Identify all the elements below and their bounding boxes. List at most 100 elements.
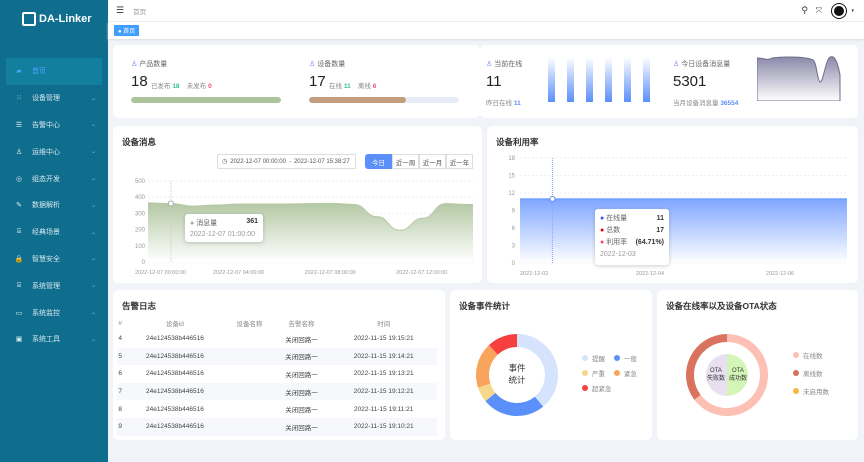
clock-icon: ◷ bbox=[222, 159, 228, 165]
table-row[interactable]: 8 24e124538b446516 关闭回路一 2022-11-15 19:11:2… bbox=[117, 400, 437, 418]
table-cell: 2022-11-15 19:11:21 bbox=[354, 405, 414, 413]
x-tick-label: 2022-12-06 bbox=[766, 271, 794, 277]
chevron-down-icon: ⌄ bbox=[90, 229, 96, 236]
table-cell: 关闭回路一 bbox=[285, 371, 318, 379]
avatar[interactable] bbox=[832, 4, 846, 18]
table-cell: 6 bbox=[118, 370, 123, 378]
usage-tooltip: ● 在线量 11 ● 总数 17 ● 利用率 (64.71%) 2022-12-03 bbox=[595, 209, 669, 265]
ops-icon: ♙ bbox=[15, 148, 23, 156]
chevron-down-icon: ⌄ bbox=[90, 310, 96, 317]
legend-item[interactable]: 超紧急 bbox=[582, 383, 612, 393]
menu-toggle-icon[interactable]: ☰ bbox=[116, 5, 125, 15]
sidebar-item-4[interactable]: ◎ 组态开发 ⌄ bbox=[0, 165, 108, 192]
range-button[interactable]: 近一周 bbox=[392, 154, 419, 169]
pie-slice bbox=[706, 354, 727, 396]
legend-item[interactable]: 提醒 bbox=[582, 353, 605, 363]
table-cell: 关闭回路一 bbox=[272, 417, 331, 436]
sidebar-item-1[interactable]: ⁙ 设备管理 ⌄ bbox=[0, 85, 108, 112]
user-icon: ♙ bbox=[673, 61, 680, 68]
sidebar-item-7[interactable]: 🔒 智慧安全 ⌄ bbox=[0, 246, 108, 273]
user-icon: ♙ bbox=[486, 61, 493, 68]
tags-bar: ● 首页 bbox=[108, 22, 864, 39]
table-cell: 关闭回路一 bbox=[272, 382, 331, 401]
pie-slice bbox=[488, 334, 517, 355]
sidebar-item-5[interactable]: ✎ 数据解析 ⌄ bbox=[0, 192, 108, 219]
range-button[interactable]: 近一年 bbox=[446, 154, 473, 169]
alarm-table[interactable]: # 设备id 设备名称 告警名称 时间 4 24e124538b446516 关闭回路一 202… bbox=[117, 316, 437, 438]
x-tick-label: 2022-12-07 08:00:00 bbox=[305, 270, 356, 276]
y-tick-label: 6 bbox=[512, 226, 516, 232]
table-cell: 关闭回路一 bbox=[285, 336, 318, 344]
chevron-down-icon[interactable]: ▾ bbox=[851, 8, 854, 14]
chevron-down-icon: ⌄ bbox=[90, 283, 96, 290]
chevron-down-icon: ⌄ bbox=[90, 95, 96, 102]
product-count-label: ♙ 产品数量 bbox=[131, 61, 168, 68]
table-cell bbox=[226, 347, 273, 366]
table-cell: 2022-11-15 19:15:21 bbox=[353, 335, 414, 343]
table-cell: 2022-11-15 19:12:21 bbox=[330, 382, 437, 401]
range-button[interactable]: 今日 bbox=[365, 154, 392, 169]
product-progress bbox=[131, 97, 281, 103]
legend-item[interactable]: 一般 bbox=[614, 353, 637, 363]
table-row[interactable]: 7 24e124538b446516 关闭回路一 2022-11-15 19:12:2… bbox=[117, 382, 437, 401]
y-tick-label: 400 bbox=[135, 195, 146, 201]
fullscreen-icon[interactable]: ⤧ bbox=[815, 5, 822, 15]
sidebar-item-9[interactable]: ▭ 系统监控 ⌄ bbox=[0, 299, 108, 326]
table-cell bbox=[226, 400, 272, 418]
range-button[interactable]: 近一月 bbox=[419, 154, 446, 169]
sidebar-item-2[interactable]: ☰ 告警中心 ⌄ bbox=[0, 112, 108, 139]
messages-sparkline bbox=[757, 56, 841, 101]
device-online-offline: 在线 11 离线 6 bbox=[329, 83, 377, 90]
config-icon: ◎ bbox=[15, 175, 23, 183]
data-point bbox=[549, 195, 556, 202]
table-row[interactable]: 4 24e124538b446516 关闭回路一 2022-11-15 19:15:2… bbox=[117, 330, 437, 348]
ota-label: 失败数 bbox=[707, 374, 725, 382]
series-line bbox=[147, 202, 473, 231]
device-count: 17 bbox=[309, 73, 326, 90]
table-cell bbox=[226, 417, 273, 436]
sidebar-item-0[interactable]: ▰ 首页 bbox=[6, 58, 102, 85]
sidebar-item-10[interactable]: ▣ 系统工具 ⌄ bbox=[0, 326, 108, 353]
user-icon: ♙ bbox=[309, 61, 316, 68]
table-row[interactable]: 5 24e124538b446516 关闭回路一 2022-11-15 19:14:2… bbox=[117, 347, 437, 366]
device-icon: ⁙ bbox=[16, 95, 22, 103]
sidebar-item-8[interactable]: ⌸ 系统管理 ⌄ bbox=[0, 272, 108, 299]
table-cell: 24e124538b446516 bbox=[123, 417, 227, 436]
breadcrumb[interactable]: 首页 bbox=[133, 8, 147, 16]
legend-item[interactable]: 离线数 bbox=[793, 368, 823, 378]
legend-marker bbox=[614, 355, 620, 361]
legend-item[interactable]: 紧急 bbox=[614, 368, 637, 378]
sidebar-item-label: 告警中心 bbox=[32, 121, 60, 129]
y-tick-label: 0 bbox=[512, 261, 516, 267]
legend-item[interactable]: 未启用数 bbox=[793, 386, 829, 396]
sidebar-item-label: 运维中心 bbox=[32, 148, 60, 156]
logo: DA-Linker bbox=[22, 12, 92, 26]
ota-stats-card: 设备在线率以及设备OTA状态 OTA 失败数 OTA 成功数 在线数 离线数 未启用数 bbox=[657, 290, 858, 440]
table-cell bbox=[226, 382, 273, 401]
pie-slice bbox=[478, 383, 496, 402]
product-count: 18 bbox=[131, 73, 148, 90]
sidebar-item-6[interactable]: ⌸ 经典场景 ⌄ bbox=[0, 219, 108, 246]
tab-home[interactable]: ● 首页 bbox=[114, 25, 140, 36]
device-message-card: 设备消息 ◷ 2022-12-07 00:00:00-2022-12-07 15:… bbox=[113, 126, 482, 283]
product-published: 已发布 18 未发布 0 bbox=[151, 83, 212, 90]
x-tick-label: 2022-12-02 bbox=[520, 271, 548, 277]
online-bar bbox=[548, 57, 555, 102]
search-icon[interactable]: ⚲ bbox=[801, 5, 808, 15]
current-online: 11 bbox=[486, 73, 502, 90]
edit-icon: ✎ bbox=[16, 202, 22, 210]
table-row[interactable]: 6 24e124538b446516 关闭回路一 2022-11-15 19:13:2… bbox=[117, 365, 437, 383]
event-donut-chart: 事件统计 bbox=[476, 334, 558, 416]
legend-item[interactable]: 严重 bbox=[582, 368, 605, 378]
messages-today-label: ♙ 今日设备消息量 bbox=[673, 61, 731, 68]
sidebar-item-label: 组态开发 bbox=[32, 175, 60, 183]
sidebar-item-3[interactable]: ♙ 运维中心 ⌄ bbox=[0, 138, 108, 165]
date-range-picker[interactable]: ◷ 2022-12-07 00:00:00-2022-12-07 15:38:27 bbox=[217, 154, 356, 169]
table-row[interactable]: 9 24e124538b446516 关闭回路一 2022-11-15 19:10:2… bbox=[117, 417, 437, 436]
legend-item[interactable]: 在线数 bbox=[793, 350, 823, 360]
chevron-down-icon: ⌄ bbox=[90, 176, 96, 183]
scene-icon: ⌸ bbox=[16, 228, 22, 236]
sidebar-item-label: 首页 bbox=[32, 68, 46, 76]
y-tick-label: 18 bbox=[508, 156, 515, 162]
